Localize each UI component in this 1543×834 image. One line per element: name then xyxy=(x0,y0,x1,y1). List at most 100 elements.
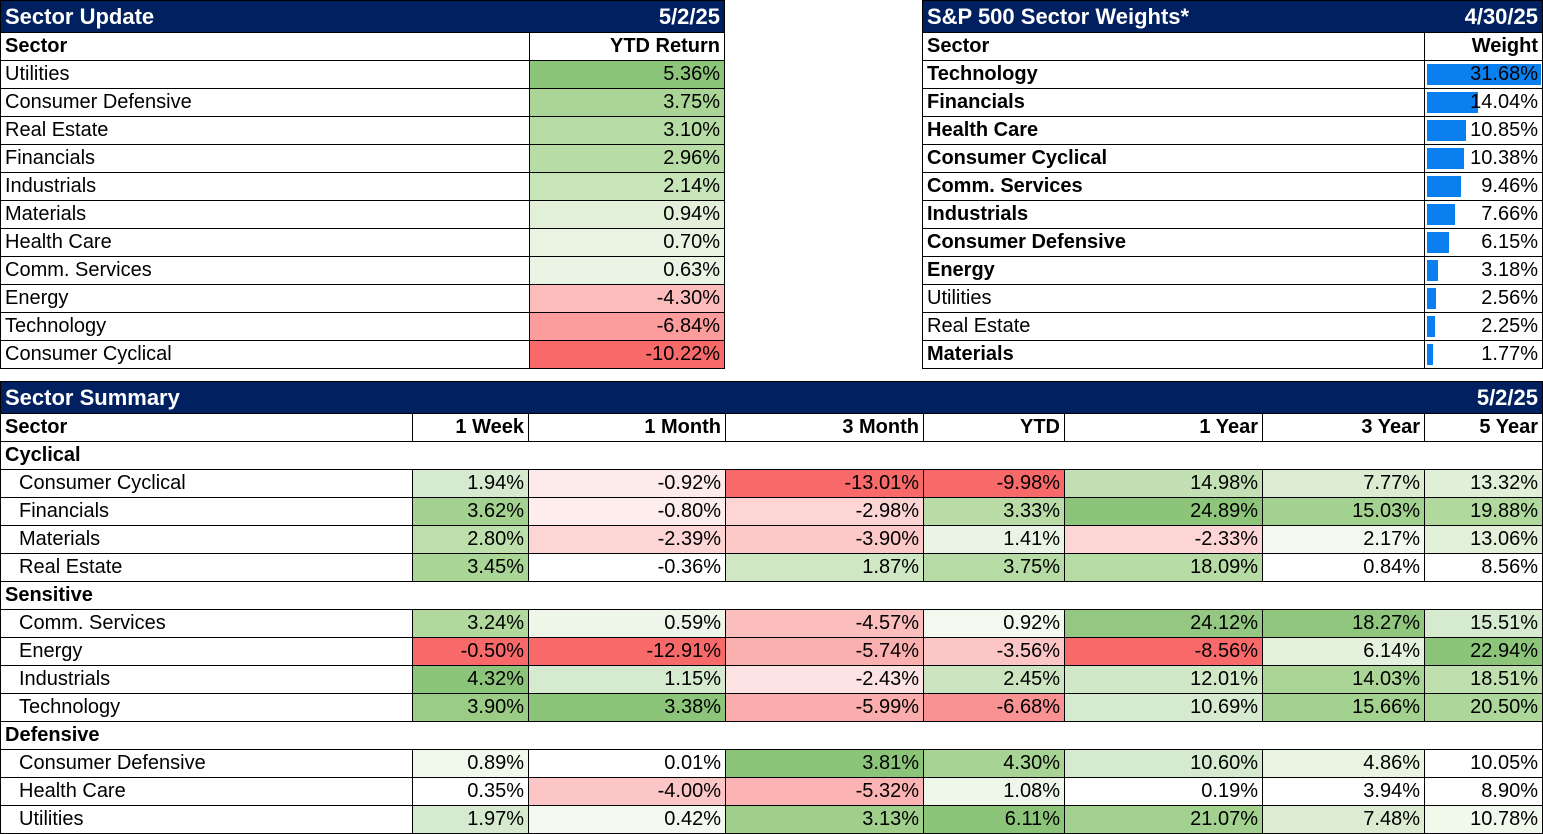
weight-bar xyxy=(1427,204,1455,225)
return-1-month: 0.59% xyxy=(528,610,725,637)
table-row: Energy -0.50% -12.91% -5.74% -3.56% -8.56% 6.1… xyxy=(1,637,1542,665)
return-ytd: 1.41% xyxy=(923,526,1064,553)
group-row-cyclical: Cyclical xyxy=(1,441,1542,469)
weight-bar xyxy=(1427,232,1449,253)
table-row: Utilities 5.36% xyxy=(1,60,724,88)
group-row-defensive: Defensive xyxy=(1,721,1542,749)
weight-cell: 14.04% xyxy=(1424,89,1542,116)
header-sector: Sector xyxy=(5,35,68,57)
sector-name: Utilities xyxy=(5,63,70,85)
header-ytd-return: YTD Return xyxy=(529,33,724,60)
group-label: Sensitive xyxy=(5,584,93,606)
sector-weights-title-bar: S&P 500 Sector Weights* 4/30/25 xyxy=(923,1,1542,32)
header-sector: Sector xyxy=(927,35,990,57)
sector-name: Consumer Defensive xyxy=(19,752,206,774)
table-row: Health Care 0.35% -4.00% -5.32% 1.08% 0.19% 3.… xyxy=(1,777,1542,805)
return-1-week: -0.50% xyxy=(412,638,528,665)
return-3-month: -2.98% xyxy=(725,498,923,525)
return-3-year: 14.03% xyxy=(1262,666,1424,693)
return-1-week: 3.62% xyxy=(412,498,528,525)
sector-name: Materials xyxy=(19,528,101,550)
weight-value: 14.04% xyxy=(1470,91,1538,113)
sector-name: Consumer Defensive xyxy=(5,91,192,113)
ytd-return-value: 0.70% xyxy=(529,229,724,256)
sector-summary-title-bar: Sector Summary 5/2/25 xyxy=(1,382,1542,413)
weight-value: 2.56% xyxy=(1481,287,1538,309)
return-ytd: 6.11% xyxy=(923,806,1064,833)
return-3-year: 6.14% xyxy=(1262,638,1424,665)
table-row: Financials 14.04% xyxy=(923,88,1542,116)
weight-bar xyxy=(1427,344,1433,365)
weight-value: 7.66% xyxy=(1481,203,1538,225)
sector-weights-date: 4/30/25 xyxy=(1464,3,1538,29)
table-row: Financials 2.96% xyxy=(1,144,724,172)
ytd-return-value: -4.30% xyxy=(529,285,724,312)
sector-name: Health Care xyxy=(19,780,126,802)
return-3-year: 7.48% xyxy=(1262,806,1424,833)
table-row: Utilities 1.97% 0.42% 3.13% 6.11% 21.07% 7.48%… xyxy=(1,805,1542,833)
return-1-week: 3.90% xyxy=(412,694,528,721)
weight-bar xyxy=(1427,92,1478,113)
table-row: Materials 0.94% xyxy=(1,200,724,228)
weight-bar xyxy=(1427,288,1436,309)
sector-name: Comm. Services xyxy=(927,175,1083,197)
return-1-year: 12.01% xyxy=(1064,666,1262,693)
return-3-year: 15.66% xyxy=(1262,694,1424,721)
weight-cell: 7.66% xyxy=(1424,201,1542,228)
sector-name: Comm. Services xyxy=(5,259,152,281)
header-1-week: 1 Week xyxy=(412,414,528,441)
return-3-year: 0.84% xyxy=(1262,554,1424,581)
return-3-month: -2.43% xyxy=(725,666,923,693)
table-row: Consumer Defensive 3.75% xyxy=(1,88,724,116)
table-row: Industrials 4.32% 1.15% -2.43% 2.45% 12.01% 14… xyxy=(1,665,1542,693)
return-1-month: 0.01% xyxy=(528,750,725,777)
table-row: Comm. Services 3.24% 0.59% -4.57% 0.92% 24.12… xyxy=(1,609,1542,637)
return-ytd: 1.08% xyxy=(923,778,1064,805)
ytd-return-value: 5.36% xyxy=(529,61,724,88)
sector-weights-header-row: Sector Weight xyxy=(923,32,1542,60)
sector-name: Energy xyxy=(927,259,995,281)
weight-cell: 9.46% xyxy=(1424,173,1542,200)
sector-update-table: Sector Update 5/2/25 Sector YTD Return U… xyxy=(0,0,725,369)
return-3-year: 3.94% xyxy=(1262,778,1424,805)
header-1-year: 1 Year xyxy=(1064,414,1262,441)
return-1-year: -8.56% xyxy=(1064,638,1262,665)
return-3-year: 4.86% xyxy=(1262,750,1424,777)
table-row: Comm. Services 9.46% xyxy=(923,172,1542,200)
return-ytd: -6.68% xyxy=(923,694,1064,721)
return-1-year: 10.60% xyxy=(1064,750,1262,777)
sector-name: Health Care xyxy=(5,231,112,253)
return-3-month: -5.99% xyxy=(725,694,923,721)
return-1-week: 0.35% xyxy=(412,778,528,805)
sector-update-header-row: Sector YTD Return xyxy=(1,32,724,60)
sector-summary-body: Cyclical Consumer Cyclical 1.94% -0.92% -13.… xyxy=(1,441,1542,833)
table-row: Health Care 0.70% xyxy=(1,228,724,256)
return-3-month: 1.87% xyxy=(725,554,923,581)
sector-summary-date: 5/2/25 xyxy=(1476,384,1538,410)
table-row: Real Estate 2.25% xyxy=(923,312,1542,340)
header-weight: Weight xyxy=(1424,33,1542,60)
sector-name: Comm. Services xyxy=(19,612,166,634)
table-row: Industrials 7.66% xyxy=(923,200,1542,228)
return-5-year: 15.51% xyxy=(1424,610,1542,637)
return-5-year: 13.32% xyxy=(1424,470,1542,497)
sector-update-date: 5/2/25 xyxy=(658,3,720,29)
header-3-month: 3 Month xyxy=(725,414,923,441)
ytd-return-value: 0.94% xyxy=(529,201,724,228)
return-5-year: 10.78% xyxy=(1424,806,1542,833)
return-ytd: -9.98% xyxy=(923,470,1064,497)
return-5-year: 8.90% xyxy=(1424,778,1542,805)
sector-name: Consumer Cyclical xyxy=(927,147,1108,169)
sector-name: Consumer Defensive xyxy=(927,231,1126,253)
table-row: Industrials 2.14% xyxy=(1,172,724,200)
weight-value: 6.15% xyxy=(1481,231,1538,253)
return-3-year: 2.17% xyxy=(1262,526,1424,553)
return-1-week: 3.24% xyxy=(412,610,528,637)
return-1-year: 21.07% xyxy=(1064,806,1262,833)
ytd-return-value: 0.63% xyxy=(529,257,724,284)
table-row: Materials 1.77% xyxy=(923,340,1542,368)
return-5-year: 18.51% xyxy=(1424,666,1542,693)
table-row: Technology -6.84% xyxy=(1,312,724,340)
return-3-month: 3.81% xyxy=(725,750,923,777)
return-1-month: -0.36% xyxy=(528,554,725,581)
